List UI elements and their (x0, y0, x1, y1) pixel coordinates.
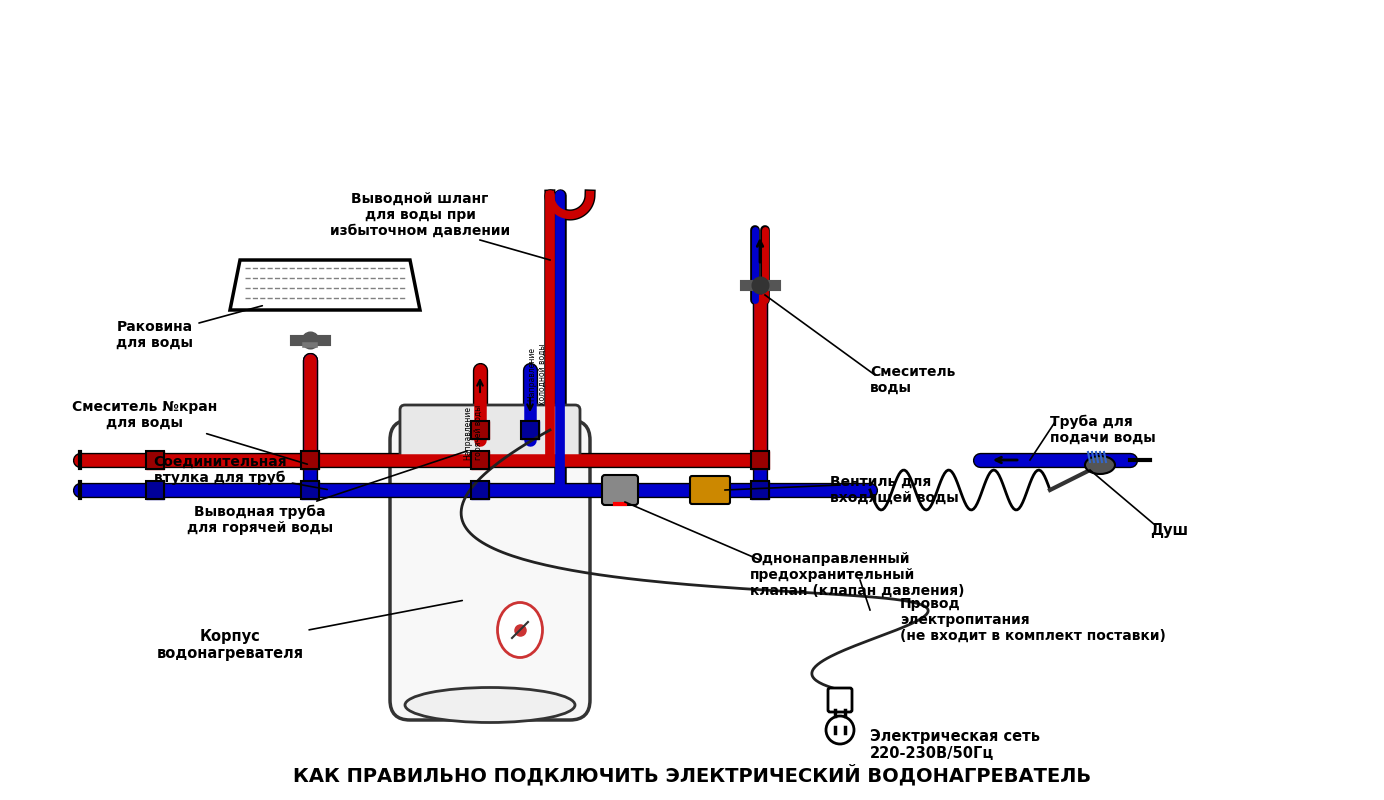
Text: Электрическая сеть
220-230В/50Гц: Электрическая сеть 220-230В/50Гц (871, 729, 1039, 762)
Text: Раковина
для воды: Раковина для воды (116, 306, 263, 350)
Polygon shape (520, 421, 538, 439)
Polygon shape (752, 481, 770, 499)
Polygon shape (145, 481, 163, 499)
Text: Выводной шланг
для воды при
избыточном давлении: Выводной шланг для воды при избыточном д… (329, 192, 511, 238)
Circle shape (826, 716, 854, 744)
Ellipse shape (1085, 456, 1116, 474)
Ellipse shape (406, 687, 574, 722)
Polygon shape (471, 451, 489, 469)
FancyBboxPatch shape (400, 405, 580, 460)
Polygon shape (471, 481, 489, 499)
Text: Корпус
водонагревателя: Корпус водонагревателя (156, 601, 462, 661)
Text: Смеситель №кран
для воды: Смеситель №кран для воды (72, 400, 307, 464)
FancyBboxPatch shape (602, 475, 638, 505)
Polygon shape (145, 451, 163, 469)
Polygon shape (300, 481, 318, 499)
FancyBboxPatch shape (390, 420, 590, 720)
Ellipse shape (497, 602, 543, 658)
Text: Направление
холодной воды: Направление холодной воды (527, 344, 547, 405)
Text: Смеситель
воды: Смеситель воды (871, 365, 955, 395)
Text: КАК ПРАВИЛЬНО ПОДКЛЮЧИТЬ ЭЛЕКТРИЧЕСКИЙ ВОДОНАГРЕВАТЕЛЬ: КАК ПРАВИЛЬНО ПОДКЛЮЧИТЬ ЭЛЕКТРИЧЕСКИЙ В… (293, 764, 1091, 786)
Text: Соединительная
втулка для труб: Соединительная втулка для труб (154, 454, 327, 490)
FancyBboxPatch shape (828, 688, 853, 712)
Text: Вентиль для
входящей воды: Вентиль для входящей воды (830, 475, 959, 505)
Text: Труба для
подачи воды: Труба для подачи воды (1050, 414, 1156, 446)
Polygon shape (471, 421, 489, 439)
Text: Провод
электропитания
(не входит в комплект поставки): Провод электропитания (не входит в компл… (900, 597, 1165, 643)
Text: Душ: Душ (1150, 522, 1187, 538)
Polygon shape (752, 451, 770, 469)
Polygon shape (300, 451, 318, 469)
Text: Однонаправленный
предохранительный
клапан (клапан давления): Однонаправленный предохранительный клапа… (750, 552, 965, 598)
FancyBboxPatch shape (691, 476, 729, 504)
Text: Выводная труба
для горячей воды: Выводная труба для горячей воды (187, 451, 468, 535)
Text: Направление
горячей воды: Направление горячей воды (464, 405, 483, 460)
